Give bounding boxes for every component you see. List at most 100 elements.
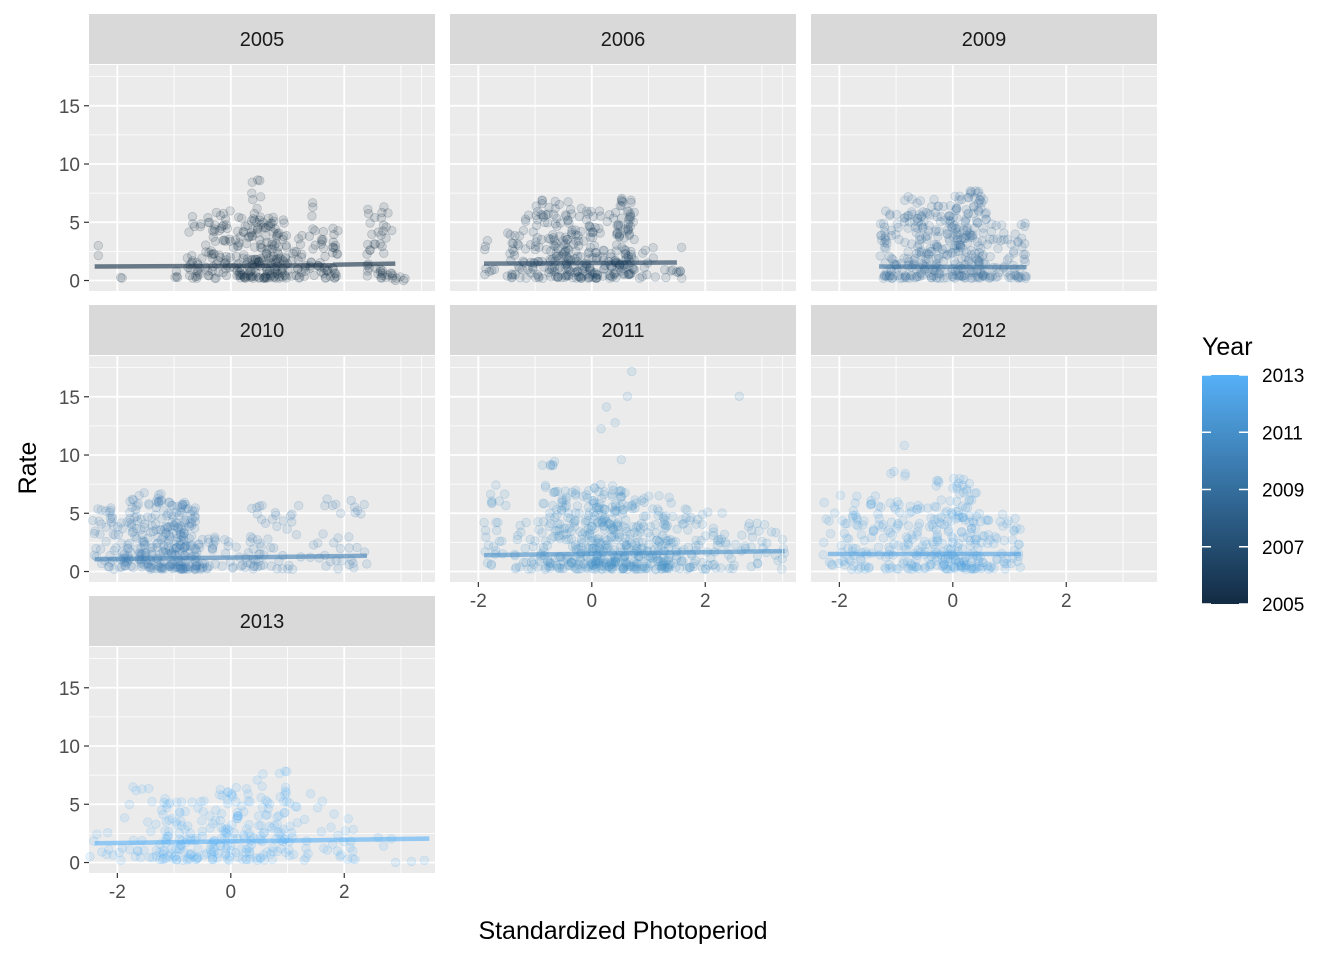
data-point xyxy=(185,518,195,529)
data-point xyxy=(620,224,631,234)
data-point xyxy=(610,555,620,566)
data-point xyxy=(209,226,219,237)
data-point xyxy=(233,240,243,251)
data-point xyxy=(558,530,569,540)
data-point xyxy=(127,527,137,538)
data-point xyxy=(561,271,571,281)
data-point xyxy=(532,269,543,280)
data-point xyxy=(236,269,246,279)
data-point xyxy=(605,273,615,283)
data-point xyxy=(238,253,248,263)
data-point xyxy=(144,499,154,509)
data-point xyxy=(623,215,634,225)
data-point xyxy=(954,270,964,281)
data-point xyxy=(175,808,185,818)
data-point xyxy=(210,559,221,569)
data-point xyxy=(132,533,142,544)
data-point xyxy=(132,544,143,554)
data-point xyxy=(963,192,974,203)
data-point xyxy=(948,232,959,242)
data-point xyxy=(570,516,580,527)
data-point xyxy=(267,239,277,250)
data-point xyxy=(1018,249,1029,260)
data-point xyxy=(583,524,594,534)
data-point xyxy=(134,490,144,501)
data-point xyxy=(703,507,713,517)
data-point xyxy=(950,224,961,234)
data-point xyxy=(888,254,898,265)
data-point xyxy=(567,558,578,568)
data-point xyxy=(932,240,942,250)
data-point xyxy=(616,491,626,502)
data-point xyxy=(592,538,603,548)
data-point xyxy=(533,517,543,527)
data-point xyxy=(373,269,383,279)
data-point xyxy=(818,550,829,560)
data-point xyxy=(264,253,274,263)
data-point xyxy=(534,556,545,567)
data-point xyxy=(553,272,563,283)
data-point xyxy=(516,527,526,537)
data-point xyxy=(95,529,105,539)
data-point xyxy=(616,213,627,223)
data-point xyxy=(231,251,242,262)
data-point xyxy=(246,228,256,238)
data-point xyxy=(280,254,291,264)
x-tick-label: -2 xyxy=(109,882,126,903)
data-point xyxy=(840,519,850,529)
data-point xyxy=(881,271,892,281)
data-point xyxy=(878,273,889,283)
data-point xyxy=(277,272,288,282)
facet-strip xyxy=(450,305,796,355)
data-point xyxy=(556,505,567,515)
data-point xyxy=(152,542,162,553)
data-point xyxy=(330,268,340,278)
data-point xyxy=(378,220,389,230)
data-point xyxy=(544,521,554,532)
data-point xyxy=(190,523,200,534)
data-point xyxy=(138,537,149,548)
data-point xyxy=(485,489,496,500)
data-point xyxy=(777,554,787,564)
data-point xyxy=(482,235,493,246)
facet-strip-label: 2010 xyxy=(240,320,285,342)
data-point xyxy=(553,243,563,254)
data-point xyxy=(479,517,489,528)
data-point xyxy=(611,535,621,545)
data-point xyxy=(903,210,914,221)
data-point xyxy=(978,270,989,281)
data-point xyxy=(532,215,543,225)
data-point xyxy=(911,227,921,238)
data-point xyxy=(153,496,164,507)
data-point xyxy=(959,273,969,283)
data-point xyxy=(230,235,241,245)
data-point xyxy=(548,232,559,243)
data-point xyxy=(537,198,547,209)
data-point xyxy=(551,248,561,258)
data-point xyxy=(274,228,284,238)
data-point xyxy=(165,521,176,532)
data-point xyxy=(1013,273,1023,283)
data-point xyxy=(966,187,977,197)
data-point xyxy=(975,273,985,283)
data-point xyxy=(954,239,964,250)
data-point xyxy=(599,487,610,497)
data-point xyxy=(218,220,229,230)
facet-strip-label: 2009 xyxy=(962,29,1007,51)
data-point xyxy=(1004,253,1014,263)
data-point xyxy=(243,268,254,279)
data-point xyxy=(952,204,962,214)
data-point xyxy=(894,234,904,245)
data-point xyxy=(191,544,201,555)
data-point xyxy=(592,273,602,283)
data-point xyxy=(187,540,197,550)
data-point xyxy=(172,271,182,282)
data-point xyxy=(946,248,956,258)
data-point xyxy=(571,236,581,247)
data-point xyxy=(952,235,962,245)
data-point xyxy=(566,534,577,544)
data-point xyxy=(583,563,593,574)
data-point xyxy=(480,241,491,252)
data-point xyxy=(146,546,157,557)
facet-strip-label: 2006 xyxy=(601,29,646,51)
